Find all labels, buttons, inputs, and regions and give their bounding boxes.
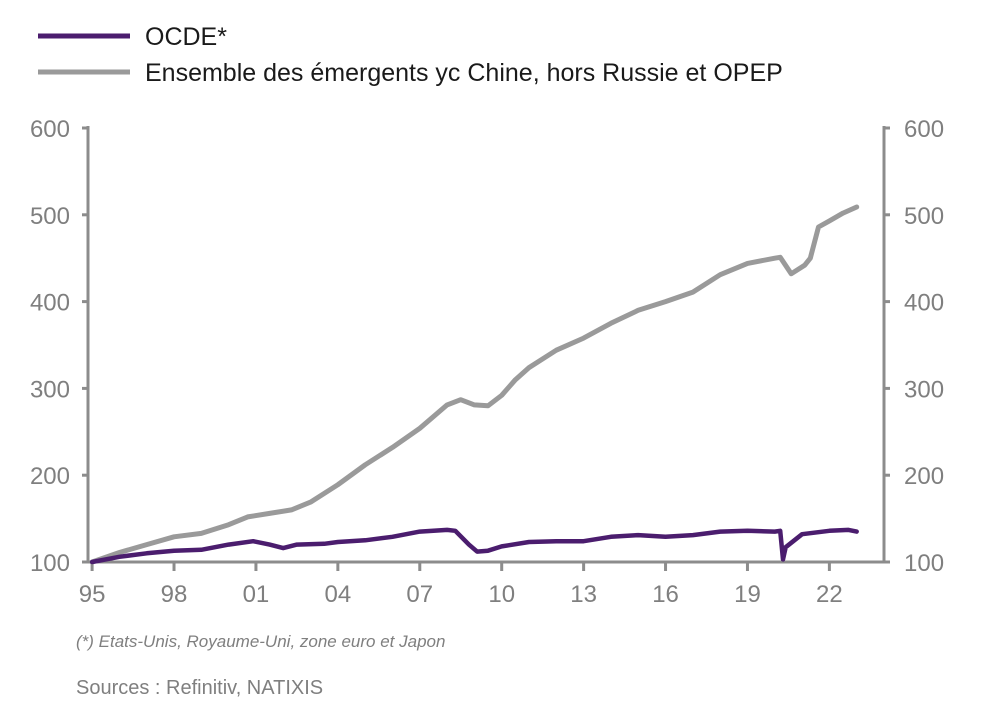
x-tick-label: 22 [816,581,843,608]
x-tick-label: 98 [161,581,188,608]
y-tick-label-left: 600 [30,116,70,143]
footnote: (*) Etats-Unis, Royaume-Uni, zone euro e… [76,632,445,651]
y-tick-label-right: 200 [904,463,944,490]
x-tick-label: 10 [488,581,515,608]
x-tick-label: 95 [79,581,106,608]
y-tick-label-right: 600 [904,116,944,143]
y-tick-label-right: 500 [904,203,944,230]
x-tick-label: 19 [734,581,761,608]
y-tick-label-right: 400 [904,290,944,317]
y-tick-label-left: 100 [30,550,70,577]
x-tick-label: 01 [243,581,270,608]
y-tick-label-left: 300 [30,376,70,403]
sources: Sources : Refinitiv, NATIXIS [76,677,323,699]
x-tick-label: 07 [406,581,433,608]
y-tick-label-left: 400 [30,290,70,317]
legend-label-ocde: OCDE* [145,23,227,51]
legend-label-emergents: Ensemble des émergents yc Chine, hors Ru… [145,59,783,87]
y-tick-label-left: 500 [30,203,70,230]
x-tick-label: 04 [325,581,352,608]
series-line-emergents [89,204,860,565]
x-tick-label: 16 [652,581,679,608]
series-line-ocde [89,527,859,565]
x-tick-label: 13 [570,581,597,608]
legend: OCDE* Ensemble des émergents yc Chine, h… [38,23,783,87]
y-tick-label-right: 100 [904,550,944,577]
y-tick-label-left: 200 [30,463,70,490]
y-tick-label-right: 300 [904,376,944,403]
